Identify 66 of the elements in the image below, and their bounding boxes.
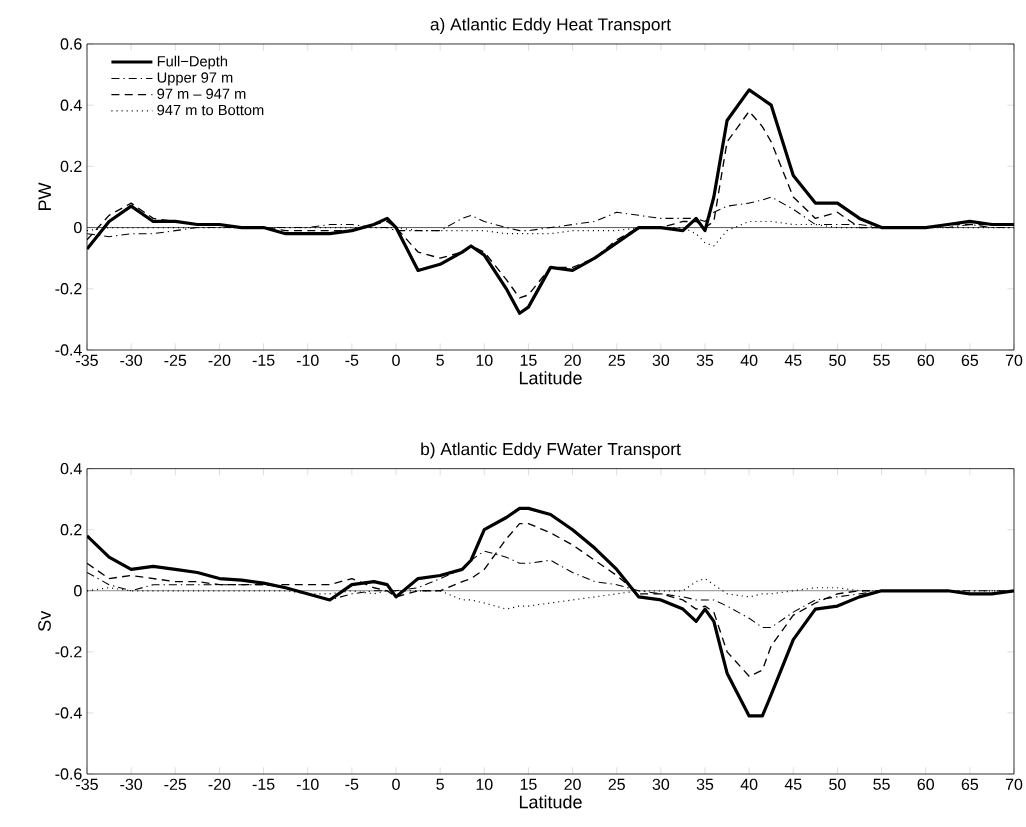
- x-tick-label: 65: [961, 354, 979, 367]
- x-tick-label: 40: [740, 778, 758, 791]
- y-axis-title: PW: [38, 182, 51, 210]
- x-tick-label: -30: [120, 778, 143, 791]
- x-tick-label: -25: [164, 778, 187, 791]
- x-tick-label: 45: [784, 778, 802, 790]
- x-tick-label: 20: [564, 354, 581, 367]
- x-tick-label: 0: [392, 354, 400, 367]
- x-tick-label: -10: [296, 778, 319, 791]
- y-tick-label: 0.2: [60, 524, 82, 536]
- y-tick-label: -0.4: [55, 707, 82, 719]
- x-tick-label: 70: [1005, 778, 1023, 791]
- y-tick-label: 0: [74, 221, 82, 234]
- x-tick-label: 55: [873, 354, 890, 366]
- y-tick-label: -0.6: [55, 768, 82, 780]
- x-tick-label: 5: [436, 354, 444, 366]
- x-tick-label: 20: [564, 778, 581, 791]
- x-tick-label: 25: [608, 778, 625, 791]
- x-tick-label: 45: [784, 354, 802, 366]
- y-tick-label: -0.4: [55, 344, 82, 356]
- x-tick-label: 70: [1005, 354, 1023, 367]
- x-tick-label: -25: [164, 354, 187, 367]
- y-tick-label: -0.2: [55, 283, 82, 295]
- chart-title: a) Atlantic Eddy Heat Transport: [430, 17, 671, 34]
- x-tick-label: -10: [296, 354, 319, 367]
- x-tick-label: 25: [608, 354, 625, 367]
- x-tick-label: -30: [120, 354, 143, 367]
- x-tick-label: 50: [829, 354, 846, 367]
- x-tick-label: 40: [740, 354, 758, 367]
- x-axis-title: Latitude: [519, 795, 582, 809]
- chart-title: b) Atlantic Eddy FWater Transport: [421, 442, 681, 459]
- x-tick-label: 0: [392, 778, 400, 791]
- x-tick-label: 55: [873, 778, 890, 790]
- x-tick-label: 65: [961, 778, 979, 791]
- x-tick-label: 30: [652, 354, 670, 367]
- y-tick-label: 0.4: [60, 462, 82, 475]
- x-tick-label: 35: [696, 778, 714, 791]
- y-axis-title: Sv: [38, 610, 51, 631]
- x-tick-label: 60: [917, 354, 934, 367]
- x-tick-label: -20: [208, 354, 231, 367]
- x-tick-label: -5: [345, 354, 359, 366]
- x-tick-label: 10: [476, 778, 493, 791]
- x-tick-label: 30: [652, 778, 670, 791]
- x-tick-label: 60: [917, 778, 934, 791]
- y-tick-label: 0.2: [60, 160, 82, 173]
- legend-label: Upper 97 m: [157, 72, 233, 86]
- x-tick-label: 5: [436, 778, 444, 790]
- y-tick-label: 0: [74, 585, 82, 597]
- x-tick-label: 10: [476, 354, 493, 367]
- x-tick-label: -15: [252, 778, 275, 790]
- x-tick-label: 35: [696, 354, 714, 367]
- x-tick-label: -5: [345, 778, 359, 790]
- y-tick-label: -0.2: [55, 646, 82, 658]
- x-tick-label: -35: [76, 778, 98, 791]
- x-tick-label: -15: [252, 354, 275, 366]
- legend-label: Full−Depth: [157, 55, 228, 70]
- x-tick-label: 15: [520, 354, 537, 366]
- x-tick-label: -20: [208, 778, 231, 791]
- legend-label: 947 m to Bottom: [157, 104, 264, 116]
- x-tick-label: -35: [76, 354, 98, 367]
- x-tick-label: 50: [829, 778, 846, 791]
- y-tick-label: 0.4: [60, 99, 82, 111]
- x-axis-title: Latitude: [519, 371, 582, 385]
- y-tick-label: 0.6: [60, 38, 82, 50]
- x-tick-label: 15: [520, 778, 537, 790]
- legend-label: 97 m – 947 m: [157, 88, 246, 99]
